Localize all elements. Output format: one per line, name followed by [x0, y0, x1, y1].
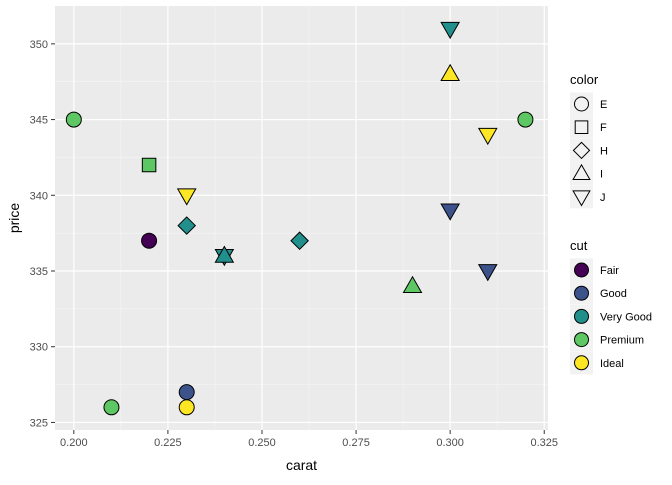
data-point	[477, 127, 498, 146]
y-axis-title: price	[6, 203, 22, 234]
data-point	[290, 231, 309, 251]
data-point	[178, 399, 195, 416]
legend-label-cut: Fair	[600, 265, 619, 277]
x-tick-label: 0.200	[60, 437, 88, 449]
legend-key-color-H	[572, 141, 591, 160]
y-tick-label: 350	[30, 39, 48, 51]
x-tick-label: 0.250	[248, 437, 276, 449]
data-point	[178, 384, 195, 401]
minor-gridlines	[55, 6, 548, 430]
y-tick-label: 345	[30, 115, 48, 127]
data-point	[440, 21, 461, 40]
data-point	[477, 264, 498, 282]
legend-key-cut	[574, 332, 589, 348]
x-tick-label: 0.225	[154, 437, 182, 449]
data-point	[440, 63, 461, 82]
plot-panel	[55, 6, 548, 430]
x-axis-title: carat	[286, 457, 317, 473]
legend-title-cut: cut	[570, 238, 588, 253]
y-tick-label: 330	[30, 342, 48, 354]
legend-label-color: I	[600, 169, 603, 181]
y-tick-label: 335	[30, 266, 48, 278]
y-axis-ticks: 325 330 335 340 345 350	[30, 39, 55, 429]
legend-key-cut	[574, 285, 589, 301]
legend-label-cut: Premium	[600, 335, 644, 347]
y-tick-label: 340	[30, 190, 48, 202]
data-point	[177, 216, 197, 235]
legend-key-bg	[570, 138, 593, 162]
legend-label-cut: Very Good	[600, 311, 652, 323]
legend-key-color-I	[572, 163, 591, 181]
data-point	[214, 245, 235, 263]
legend-label-cut: Ideal	[600, 358, 624, 370]
legend-title-color: color	[570, 72, 599, 87]
data-point	[440, 203, 461, 221]
data-point	[402, 275, 423, 294]
data-point	[141, 232, 158, 249]
legend-label-color: E	[600, 99, 607, 111]
x-tick-label: 0.275	[342, 437, 370, 449]
legend-key-bg	[570, 92, 593, 116]
major-gridlines	[55, 6, 548, 430]
legend-key-color-E	[574, 96, 589, 112]
data-point	[176, 188, 197, 206]
legend-label-color: H	[600, 145, 608, 157]
x-tick-label: 0.300	[436, 437, 464, 449]
legend-key-cut	[574, 262, 589, 278]
legend-label-color: J	[600, 192, 606, 204]
y-tick-label: 325	[30, 417, 48, 429]
x-tick-label: 0.325	[530, 437, 558, 449]
data-point	[517, 111, 534, 128]
data-points	[65, 21, 534, 416]
legend-key-color-J	[572, 190, 591, 207]
legend-label-cut: Good	[600, 288, 627, 300]
data-point	[65, 111, 82, 128]
data-point	[103, 399, 120, 416]
x-axis-ticks: 0.200 0.225 0.250 0.275 0.300 0.325	[60, 430, 558, 449]
legend-key-cut	[574, 355, 589, 371]
legend-key-color-F	[574, 120, 589, 135]
data-point	[141, 157, 157, 173]
legend-label-color: F	[600, 122, 607, 134]
legend-key-bg	[570, 115, 593, 139]
legend-key-cut	[574, 308, 589, 324]
